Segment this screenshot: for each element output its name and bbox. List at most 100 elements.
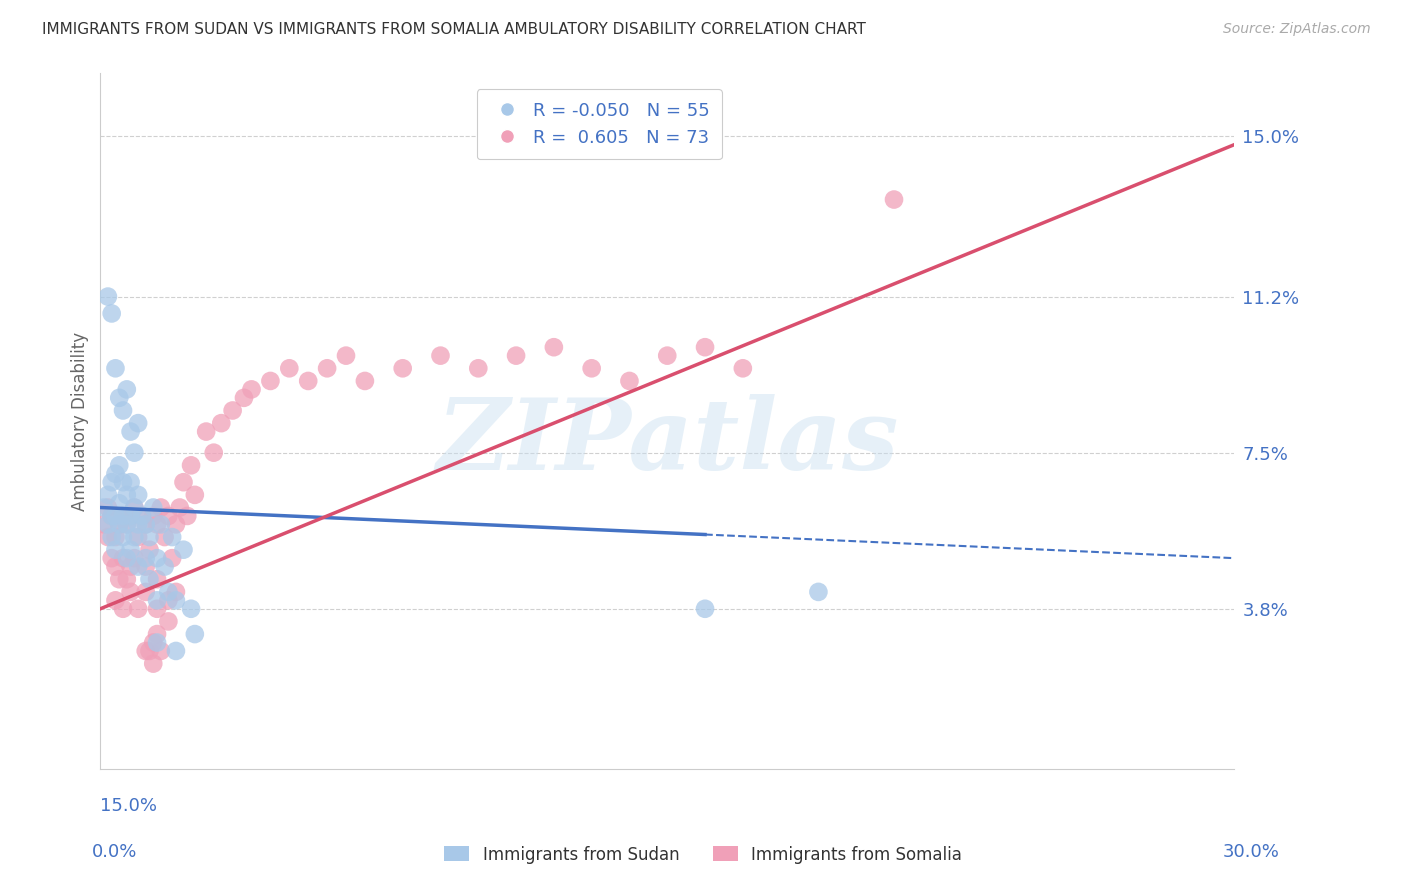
Point (221, 403, 243, 417)
Text: 15.0%: 15.0% (100, 797, 157, 815)
Point (100, 306, 122, 320)
Point (108, 517, 131, 532)
Point (112, 551, 135, 566)
Point (135, 644, 157, 658)
Point (153, 530, 176, 544)
Point (209, 416, 232, 430)
Point (104, 467, 127, 481)
Point (693, 340, 716, 354)
Point (127, 416, 149, 430)
Point (115, 517, 138, 532)
Point (169, 500, 191, 515)
Point (467, 361, 489, 376)
Point (124, 445, 146, 459)
Point (135, 585, 157, 599)
Point (124, 530, 146, 544)
Point (120, 585, 142, 599)
Point (142, 635, 165, 649)
Point (165, 517, 187, 532)
Point (619, 374, 641, 388)
Point (100, 530, 122, 544)
Point (160, 551, 183, 566)
Point (354, 374, 377, 388)
Text: 0.0%: 0.0% (91, 843, 136, 861)
Point (120, 542, 142, 557)
Point (112, 508, 135, 523)
Point (127, 530, 149, 544)
Point (883, 193, 905, 207)
Point (127, 517, 149, 532)
Point (100, 475, 122, 490)
Point (127, 559, 149, 574)
Point (165, 585, 187, 599)
Point (124, 500, 146, 515)
Point (731, 361, 754, 376)
Point (120, 425, 142, 439)
Point (104, 361, 127, 376)
Point (100, 508, 122, 523)
Point (157, 615, 180, 629)
Point (120, 559, 142, 574)
Point (135, 551, 157, 566)
Point (146, 635, 169, 649)
Point (240, 383, 263, 397)
Point (112, 403, 135, 417)
Point (115, 517, 138, 532)
Point (104, 508, 127, 523)
Point (157, 593, 180, 607)
Point (146, 551, 169, 566)
Point (108, 517, 131, 532)
Point (135, 517, 157, 532)
Point (146, 517, 169, 532)
Point (202, 445, 225, 459)
Point (657, 349, 679, 363)
Point (142, 508, 165, 523)
Point (176, 508, 198, 523)
Point (135, 517, 157, 532)
Point (127, 488, 149, 502)
Point (807, 585, 830, 599)
Point (278, 361, 301, 376)
Legend: Immigrants from Sudan, Immigrants from Somalia: Immigrants from Sudan, Immigrants from S… (437, 839, 969, 871)
Point (100, 551, 122, 566)
Point (316, 361, 339, 376)
Point (97, 530, 120, 544)
Y-axis label: Ambulatory Disability: Ambulatory Disability (72, 332, 89, 510)
Point (112, 508, 135, 523)
Point (93, 500, 115, 515)
Point (173, 475, 195, 490)
Text: IMMIGRANTS FROM SUDAN VS IMMIGRANTS FROM SOMALIA AMBULATORY DISABILITY CORRELATI: IMMIGRANTS FROM SUDAN VS IMMIGRANTS FROM… (42, 22, 866, 37)
Point (104, 559, 127, 574)
Point (138, 542, 160, 557)
Point (97, 488, 120, 502)
Text: ZIPatlas: ZIPatlas (436, 393, 898, 491)
Point (184, 488, 207, 502)
Point (108, 496, 131, 510)
Point (153, 559, 176, 574)
Point (160, 530, 183, 544)
Text: Source: ZipAtlas.com: Source: ZipAtlas.com (1223, 22, 1371, 37)
Point (146, 601, 169, 615)
Point (138, 572, 160, 586)
Point (165, 644, 187, 658)
Point (146, 572, 169, 586)
Point (115, 383, 138, 397)
Point (157, 585, 180, 599)
Point (112, 530, 135, 544)
Point (391, 361, 413, 376)
Point (135, 559, 157, 574)
Point (104, 542, 127, 557)
Point (138, 530, 160, 544)
Point (124, 551, 146, 566)
Point (115, 572, 138, 586)
Point (108, 572, 131, 586)
Point (115, 551, 138, 566)
Point (93, 517, 115, 532)
Point (149, 500, 172, 515)
Point (104, 530, 127, 544)
Point (297, 374, 319, 388)
Point (112, 475, 135, 490)
Point (184, 627, 207, 641)
Legend: R = -0.050   N = 55, R =  0.605   N = 73: R = -0.050 N = 55, R = 0.605 N = 73 (477, 89, 721, 160)
Point (233, 391, 256, 405)
